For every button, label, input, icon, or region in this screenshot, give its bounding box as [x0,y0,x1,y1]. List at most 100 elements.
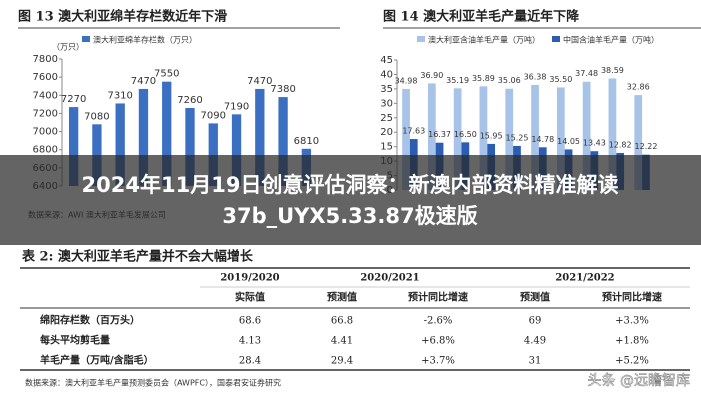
table-source: 数据来源：澳大利亚羊毛产量预测委员会（AWPFC），国泰君安证券研究 [25,378,281,388]
bar [68,107,79,186]
data-label: 6810 [294,136,319,147]
data-label: 37.48 [575,69,598,78]
table-cell: +6.8% [421,336,455,347]
chart-title: 图 13 澳大利亚绵羊存栏数近年下滑 [18,9,227,25]
data-label: 7270 [61,94,86,105]
bar [185,107,195,186]
bar [402,88,410,190]
table-year: 2020/2021 [360,273,419,284]
data-label: 36.90 [420,71,443,80]
legend-label: 澳大利亚含油羊毛产量（万吨） [428,35,540,45]
bar [531,84,539,190]
table-subheader: 实际值 [235,291,265,304]
table-cell: +3.7% [421,356,455,367]
chart-title: 图 14 澳大利亚羊毛产量近年下降 [383,9,580,25]
data-label: 13.43 [583,139,606,148]
row-label: 羊毛产量（万吨/含脂毛） [40,354,154,367]
table-subheader: 预测值 [520,291,550,304]
watermark: 头条 @远瞻智库 [588,372,690,389]
data-label: 36.38 [524,72,547,81]
data-label: 32.86 [627,83,650,92]
y-tick-label: 7400 [33,90,58,101]
data-label: 35.89 [472,74,495,83]
y-tick-label: 35 [380,84,393,95]
bar [162,81,172,186]
table-cell: +3.3% [615,316,649,327]
data-label: 35.06 [498,76,521,85]
bar [208,123,218,186]
table-subheader: 预计同比增速 [602,291,662,304]
banner-line: 2024年11月19日创意评估洞察：新澳内部资料精准解读 [82,173,619,197]
table-subheader: 预测值 [327,291,357,304]
table-cell: 4.49 [524,336,546,347]
table-subheader: 预计同比增速 [408,291,468,304]
y-tick-label: 7200 [33,108,58,119]
data-label: 7380 [270,84,295,95]
y-tick-label: 20 [380,127,393,138]
y-axis-label: （万只） [52,43,84,52]
table-title: 表 2: 澳大利亚羊毛产量并不会大幅增长 [21,249,254,265]
banner-line: 37b_UYX5.33.87极速版 [222,204,477,228]
row-label: 每头平均剪毛量 [40,334,110,347]
y-tick-label: 7800 [33,54,58,65]
data-label: 7260 [177,95,202,106]
data-label: 7550 [154,69,179,80]
bar [115,103,125,186]
y-tick-label: 45 [380,55,393,66]
bar [608,78,617,190]
data-label: 35.19 [446,76,469,85]
table-cell: 69 [529,316,542,327]
table-cell: 4.13 [239,336,261,347]
data-label: 7090 [201,110,226,121]
row-label: 绵阳存栏数（百万头） [40,314,140,327]
data-label: 34.98 [395,76,418,85]
table-cell: 29.4 [331,356,353,367]
data-label: 7470 [247,76,272,87]
table-cell: 4.41 [331,336,353,347]
bar [255,88,265,186]
table-cell: +5.2% [615,356,649,367]
bar [453,88,462,190]
bar [278,97,288,186]
table-cell: +1.8% [615,336,649,347]
y-tick-label: 40 [380,69,393,80]
data-label: 16.37 [428,130,451,139]
bar [479,86,488,190]
table-year: 2019/2020 [220,273,279,284]
data-label: 15.95 [480,131,503,140]
table-cell: 66.8 [331,316,353,327]
legend-label: 澳大利亚绵羊存栏数（万只） [93,35,197,45]
data-label: 7310 [107,90,132,101]
table-cell: 68.6 [239,316,261,327]
y-tick-label: 25 [380,113,393,124]
bar [556,87,565,190]
bar [634,95,643,190]
data-label: 14.78 [531,135,554,144]
banner-bg [0,155,701,245]
legend-label: 中国含油羊毛产量（万吨） [563,35,659,45]
table-cell: 28.4 [239,356,261,367]
bar [138,88,149,186]
legend-swatch [82,36,90,42]
y-tick-label: 30 [380,98,393,109]
data-label: 12.22 [635,142,658,151]
table-year: 2021/2022 [555,273,614,284]
data-label: 38.59 [601,66,624,75]
bar [505,88,514,190]
table-cell: 31 [529,356,542,367]
data-label: 7080 [84,111,109,122]
data-label: 16.50 [454,130,477,139]
data-label: 15.25 [506,133,529,142]
y-tick-label: 7600 [33,72,58,83]
legend-swatch [417,36,425,42]
y-tick-label: 7000 [33,127,58,138]
bar [427,83,436,190]
y-tick-label: 15 [380,142,393,153]
data-label: 7470 [131,76,156,87]
y-tick-label: 6800 [33,145,58,156]
data-label: 14.05 [557,137,580,146]
bar [231,114,242,186]
data-label: 7190 [224,101,249,112]
data-label: 12.82 [609,140,632,149]
